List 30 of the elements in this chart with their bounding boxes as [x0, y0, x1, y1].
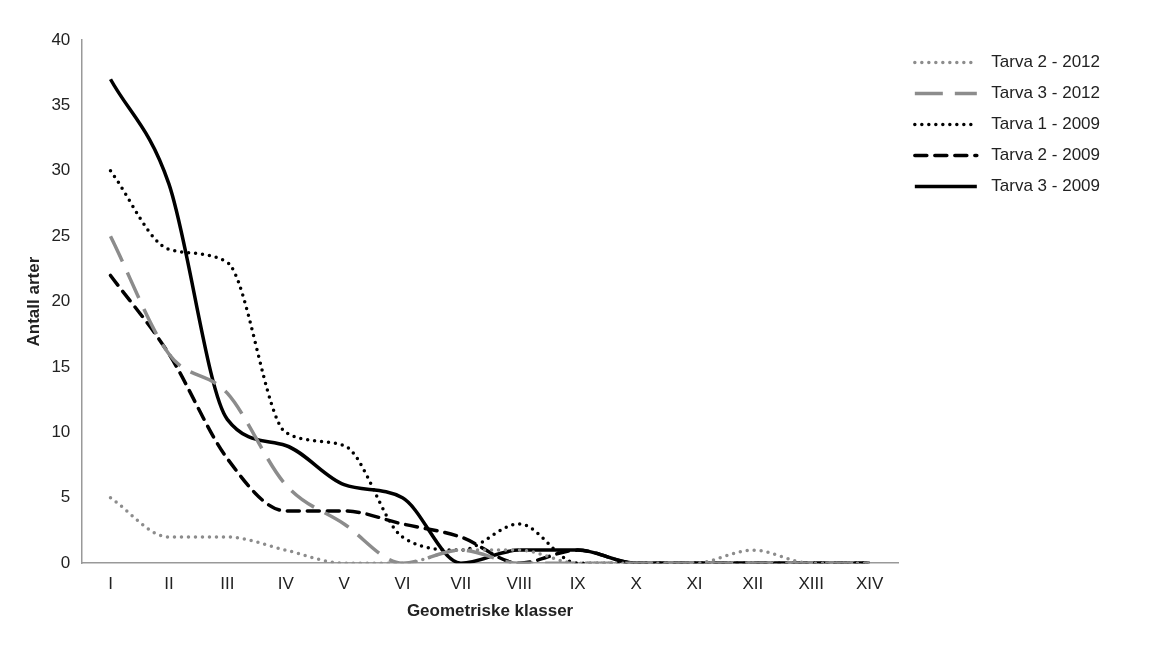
x-tick-label: II — [164, 574, 174, 594]
y-tick-label: 20 — [51, 291, 71, 311]
y-tick-label: 0 — [60, 552, 71, 572]
legend-label: Tarva 2 - 2009 — [991, 145, 1101, 165]
legend-label: Tarva 3 - 2012 — [991, 83, 1101, 103]
y-tick-label: 35 — [51, 95, 71, 115]
x-tick-label: XIII — [798, 574, 824, 594]
x-tick-label: IX — [569, 574, 586, 594]
legend-label: Tarva 2 - 2012 — [991, 52, 1101, 72]
x-tick-label: XI — [686, 574, 703, 594]
x-tick-label: VIII — [506, 574, 533, 594]
y-tick-label: 40 — [51, 29, 71, 49]
x-tick-label: XII — [742, 574, 764, 594]
x-tick-label: IV — [277, 574, 295, 594]
x-tick-label: XIV — [855, 574, 884, 594]
x-tick-label: VII — [450, 574, 472, 594]
x-tick-label: X — [630, 574, 642, 594]
y-tick-label: 30 — [51, 160, 71, 180]
legend-label: Tarva 3 - 2009 — [991, 176, 1101, 196]
y-tick-label: 10 — [51, 422, 71, 442]
y-tick-label: 5 — [60, 487, 71, 507]
legend-label: Tarva 1 - 2009 — [991, 114, 1101, 134]
x-tick-label: V — [338, 574, 351, 594]
x-tick-label: VI — [394, 574, 411, 594]
y-tick-label: 15 — [51, 356, 71, 376]
y-tick-label: 25 — [51, 225, 71, 245]
x-tick-label: III — [220, 574, 235, 594]
y-axis-title: Antall arter — [23, 256, 43, 347]
x-axis-title: Geometriske klasser — [406, 601, 574, 621]
x-tick-label: I — [108, 574, 113, 594]
